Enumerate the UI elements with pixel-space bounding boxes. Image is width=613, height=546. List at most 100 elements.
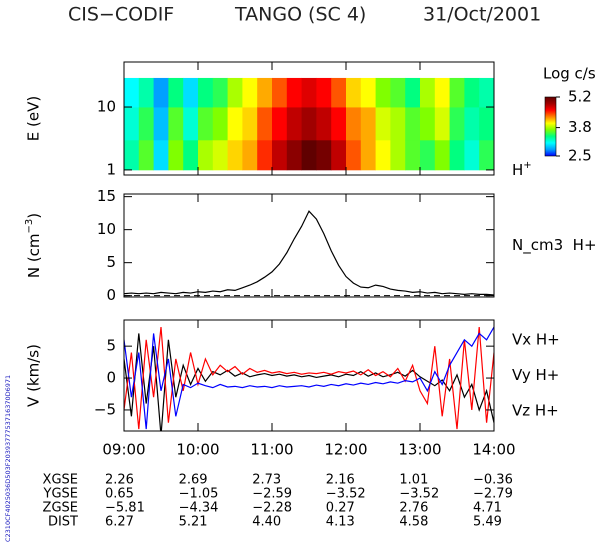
panel: N_cm3 H+ 0 5 10 15 N (cm−3) [24, 187, 597, 304]
y-tick-label: 15 [97, 187, 116, 205]
cell: 2.73 [252, 473, 281, 488]
plot-frame [123, 319, 495, 432]
cell: 6.27 [105, 515, 134, 530]
spectrogram-cell [286, 107, 302, 141]
spectrogram-cell [272, 139, 288, 171]
x-tick-label: 09:00 [102, 441, 145, 459]
y-axis-label: N (cm−3) [24, 213, 43, 278]
cell: 2.16 [326, 473, 355, 488]
spectrogram-cell [316, 77, 332, 108]
series-label: Vz H+ [512, 402, 559, 420]
spectrogram-cell [449, 77, 465, 108]
spectrogram-cell [242, 77, 258, 108]
cell: −3.52 [326, 487, 366, 502]
spectrogram-cell [183, 77, 199, 108]
spectrogram-cell [420, 139, 436, 171]
cell: −0.36 [473, 473, 513, 488]
spectrogram-cell [360, 107, 376, 141]
cell: 2.76 [399, 501, 428, 516]
spectrogram-cell [301, 77, 317, 108]
spectrogram-cell [479, 139, 494, 171]
spectrogram-cell [212, 139, 228, 171]
spectrogram-cell [346, 139, 362, 171]
spectrogram-cell [316, 139, 332, 171]
y-tick-label: −5 [94, 400, 116, 418]
spectrogram-cell [375, 77, 391, 108]
x-tick-label: 10:00 [176, 441, 219, 459]
species-label-part: H [512, 161, 523, 179]
spectrogram-cell [331, 77, 347, 108]
colorbar [544, 96, 557, 157]
spectrogram-cell [257, 107, 273, 141]
cell: 4.71 [473, 501, 502, 516]
cell: 2.69 [179, 473, 208, 488]
spectrogram-cell [183, 107, 199, 141]
spectrogram-cell [390, 77, 406, 108]
spectrogram-cell [272, 77, 288, 108]
spectrogram [124, 77, 494, 171]
y-axis-label: V (km/s) [25, 344, 43, 407]
series-line [124, 326, 494, 430]
cell: −2.28 [252, 501, 292, 516]
spectrogram-cell [420, 77, 436, 108]
spectrogram-cell [242, 139, 258, 171]
spectrogram-cell [390, 107, 406, 141]
x-tick-label: 12:00 [324, 441, 367, 459]
spectrogram-cell [124, 107, 140, 141]
spectrogram-cell [375, 107, 391, 141]
spectrogram-cell [331, 139, 347, 171]
row-label: ZGSE [43, 501, 78, 516]
spectrogram-cell [464, 77, 480, 108]
spectrogram-cell [449, 107, 465, 141]
spectrogram-cell [124, 77, 140, 108]
spectrogram-cell [168, 77, 184, 108]
spectrogram-cell [272, 107, 288, 141]
cell: 5.21 [179, 515, 208, 530]
x-tick-label: 14:00 [472, 441, 515, 459]
spectrogram-cell [405, 107, 421, 141]
spectrogram-cell [434, 107, 450, 141]
spectrogram-cell [464, 107, 480, 141]
spectrogram-cell [153, 77, 169, 108]
spectrogram-cell [434, 139, 450, 171]
spectrogram-cell [257, 139, 273, 171]
spectrogram-cell [198, 139, 214, 171]
series-line [124, 326, 494, 430]
orbit-table: XGSE 2.26 2.69 2.73 2.16 1.01 −0.36 YGSE 0.65 −1.… [43, 473, 513, 530]
panel: Vx H+ Vy H+ Vz H+ 09:00 10:00 11:00 12:00 13:00… [25, 319, 560, 459]
spectrogram-cell [183, 139, 199, 171]
cell: 1.01 [399, 473, 428, 488]
y-tick-label: 10 [97, 220, 116, 238]
series-label: Vy H+ [512, 366, 559, 384]
y-tick-label: 0 [106, 286, 116, 304]
cell: 0.65 [105, 487, 134, 502]
spectrogram-cell [124, 139, 140, 171]
x-tick-label: 13:00 [398, 441, 441, 459]
spectrogram-cell [331, 107, 347, 141]
spectrogram-cell [390, 139, 406, 171]
x-tick-label: 11:00 [250, 441, 293, 459]
cell: 4.40 [252, 515, 281, 530]
spectrogram-cell [168, 107, 184, 141]
spectrogram-cell [286, 139, 302, 171]
spectrogram-cell [153, 139, 169, 171]
spectrogram-cell [153, 107, 169, 141]
spectrogram-cell [138, 139, 154, 171]
spectrogram-cell [242, 107, 258, 141]
spectrogram-cell [360, 77, 376, 108]
y-tick-label: 10 [97, 98, 116, 116]
side-id: C2310CF4025036D503F2039377753716370D6971 [4, 375, 12, 542]
colorbar-tick-label: 3.8 [568, 118, 592, 136]
spectrogram-cell [479, 77, 494, 108]
y-axis-label-part: −3 [24, 219, 35, 234]
spectrogram-cell [434, 77, 450, 108]
title-date: 31/Oct/2001 [423, 4, 541, 26]
spectrogram-cell [316, 107, 332, 141]
spectrogram-cell [360, 139, 376, 171]
cell: 0.27 [326, 501, 355, 516]
spectrogram-cell [198, 77, 214, 108]
cell: −5.81 [105, 501, 145, 516]
y-axis-label: E (eV) [25, 96, 43, 141]
row-label: YGSE [43, 487, 78, 502]
